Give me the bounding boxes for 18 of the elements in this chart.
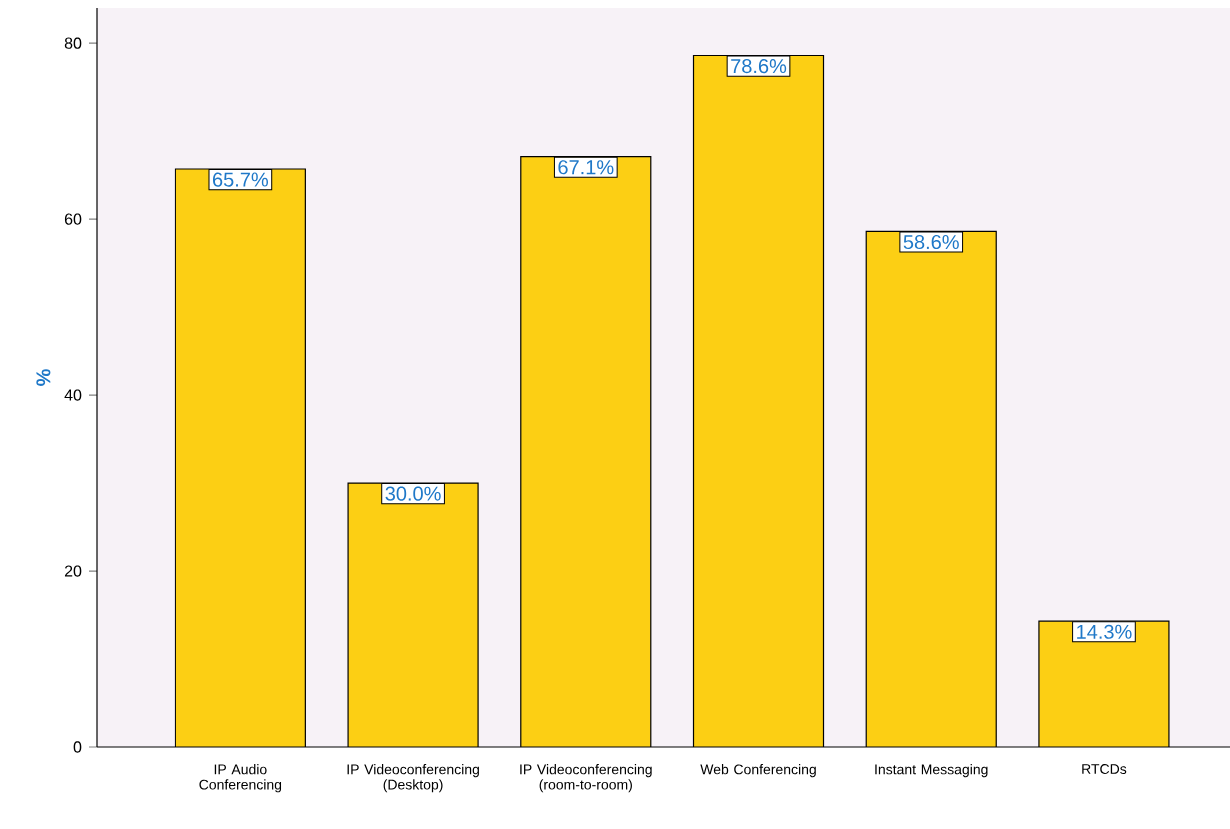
data-label: 67.1% xyxy=(558,160,614,175)
y-tick-label: 60 xyxy=(64,213,82,225)
data-label: 65.7% xyxy=(213,172,269,187)
x-tick-label: Web Conferencing xyxy=(700,764,816,778)
y-tick-label: 40 xyxy=(64,389,82,401)
x-tick-label: Instant Messaging xyxy=(875,764,988,778)
data-label: 78.6% xyxy=(731,59,787,74)
y-axis-title: % xyxy=(36,369,51,386)
data-label: 14.3% xyxy=(1077,624,1132,639)
data-label: 30.0% xyxy=(385,486,441,501)
y-tick-label: 0 xyxy=(73,741,82,753)
y-tick-label: 80 xyxy=(64,37,82,49)
x-tick-label: IP Videoconferencing (room-to-room) xyxy=(520,764,652,793)
x-tick-label: IP Videoconferencing (Desktop) xyxy=(347,764,479,793)
y-tick-label: 20 xyxy=(64,565,82,577)
data-label: 58.6% xyxy=(903,234,959,250)
x-tick-label: IP Audio Conferencing xyxy=(199,764,282,793)
x-tick-label: RTCDs xyxy=(1082,764,1127,774)
